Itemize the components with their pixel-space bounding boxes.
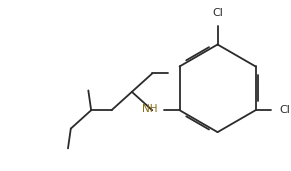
Text: NH: NH (142, 104, 158, 114)
Text: Cl: Cl (212, 8, 223, 18)
Text: Cl: Cl (279, 105, 290, 115)
